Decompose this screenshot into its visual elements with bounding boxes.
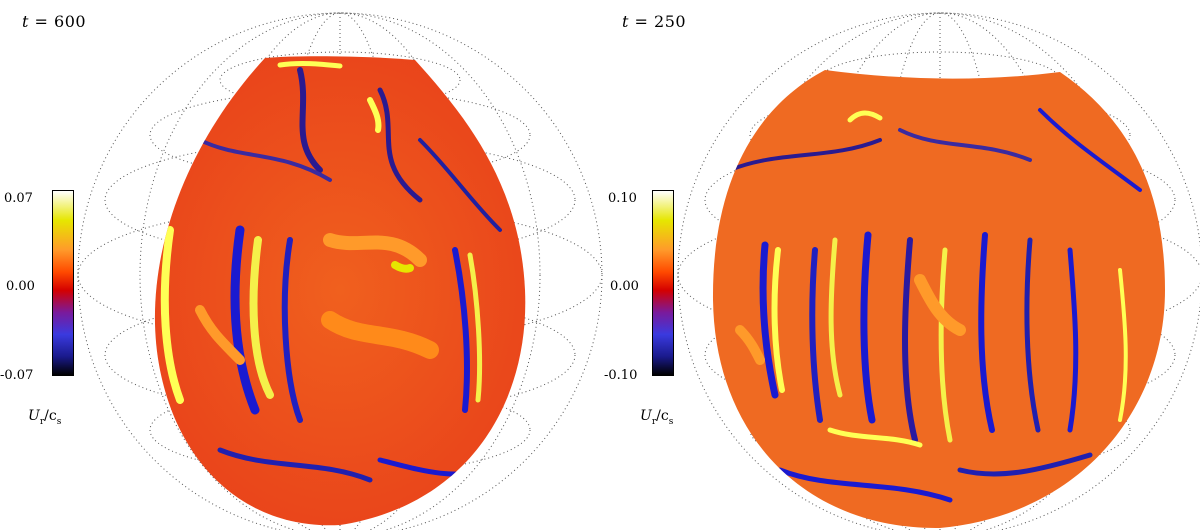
quantity-label: Ur/cs [640,408,674,427]
colorbar [652,190,674,376]
colorbar-min-label: -0.07 [0,368,34,383]
velocity-field [154,56,526,526]
colorbar [52,190,74,376]
quantity-label: Ur/cs [28,408,62,427]
sphere-plot [77,12,603,530]
colorbar-max-label: 0.10 [608,191,637,206]
colorbar-mid-label: 0.00 [610,279,639,294]
colorbar-max-label: 0.07 [4,191,33,206]
panel-right: t = 250 [600,0,1200,530]
colorbar-mid-label: 0.00 [6,279,35,294]
sphere-plot [677,12,1200,530]
velocity-field [712,70,1165,529]
time-label: t = 250 [622,12,687,31]
panel-left: t = 600 [0,12,603,530]
colorbar-min-label: -0.10 [604,368,638,383]
time-label: t = 600 [22,12,87,31]
